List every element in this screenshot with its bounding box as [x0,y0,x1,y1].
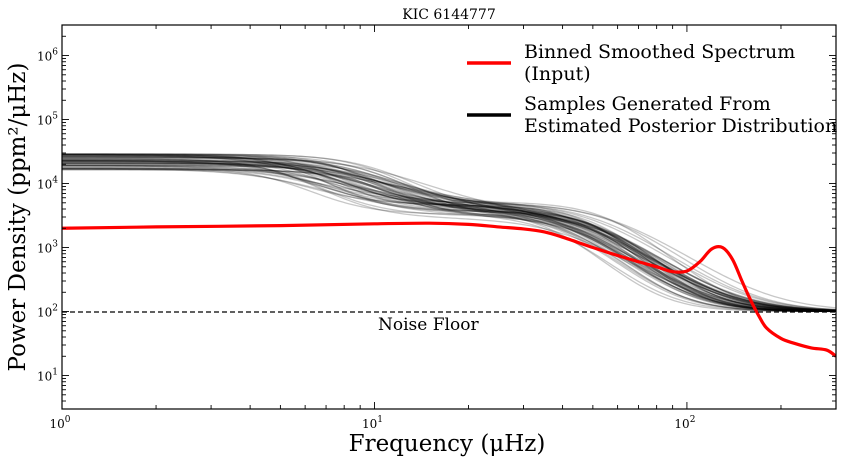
x-axis-label: Frequency (μHz) [349,431,546,457]
posterior-sample-curve [62,154,836,312]
posterior-sample-curve [62,162,836,312]
posterior-sample-curve [62,163,836,312]
posterior-sample-curve [62,164,836,313]
posterior-sample-curve [62,160,836,311]
posterior-sample-curve [62,153,836,312]
axis-tick-labels: 100 101 102 101 102 103 104 105 106 [37,48,695,431]
posterior-sample-curve [62,155,836,313]
posterior-sample-curve [62,159,836,312]
posterior-sample-curve [62,164,836,312]
posterior-sample-curve [62,161,836,312]
posterior-sample-curve [62,154,836,311]
posterior-sample-curve [62,154,836,312]
posterior-sample-curve [62,156,836,312]
posterior-sample-curve [62,153,836,312]
posterior-sample-curve [62,154,836,313]
posterior-sample-curve [62,159,836,312]
posterior-sample-curve [62,166,836,312]
posterior-sample-curve [62,156,836,311]
x-tick-label: 101 [362,415,383,431]
y-axis-label: Power Density (ppm²/μHz) [5,63,31,372]
y-tick-label: 102 [37,304,58,320]
posterior-sample-curve [62,159,836,311]
axis-ticks [61,24,837,410]
posterior-sample-curve [62,162,836,312]
y-tick-label: 105 [37,112,58,128]
x-tick-label: 100 [49,415,70,431]
posterior-sample-curve [62,163,836,313]
posterior-sample-curve [62,153,836,311]
posterior-sample-curve [62,160,836,311]
posterior-sample-curve [62,163,836,312]
posterior-sample-curve [62,153,836,312]
posterior-sample-curve [62,168,836,312]
input-spectrum-line [62,221,836,358]
posterior-sample-curve [62,169,836,312]
posterior-sample-curve [62,158,836,312]
posterior-sample-curve [62,158,836,312]
legend-label-samples-line1: Samples Generated From [524,93,771,115]
legend-label-input-line1: Binned Smoothed Spectrum [524,41,795,63]
posterior-sample-curve [62,160,836,312]
posterior-sample-curve [62,161,836,313]
posterior-sample-curve [62,160,836,312]
legend: Binned Smoothed Spectrum (Input) Samples… [467,41,837,137]
legend-label-input-line2: (Input) [524,63,591,85]
posterior-sample-curve [62,154,836,312]
posterior-sample-curve [62,153,836,313]
posterior-sample-curve [62,168,836,312]
posterior-sample-curve [62,154,836,312]
y-tick-label: 106 [37,48,58,64]
posterior-sample-curve [62,157,836,312]
posterior-sample-curve [62,156,836,312]
series-group [62,221,836,358]
x-tick-label: 102 [674,415,695,431]
legend-label-samples-line2: Estimated Posterior Distribution [524,115,837,137]
posterior-sample-curve [62,162,836,313]
posterior-sample-curve [62,165,836,312]
posterior-sample-curve [62,162,836,312]
posterior-sample-curve [62,157,836,313]
posterior-sample-curve [62,167,836,312]
posterior-sample-curve [62,156,836,311]
chart-title: KIC 6144777 [402,7,496,23]
y-tick-label: 101 [37,368,58,384]
posterior-sample-curve [62,169,836,311]
posterior-sample-curve [62,160,836,312]
y-tick-label: 103 [37,240,58,256]
posterior-sample-curve [62,160,836,312]
posterior-sample-curve [62,167,836,313]
posterior-sample-curve [62,165,836,312]
posterior-sample-curve [62,155,836,312]
posterior-sample-curve [62,157,836,313]
posterior-sample-curve [62,153,836,309]
posterior-sample-curve [62,167,836,312]
posterior-sample-curve [62,165,836,312]
posterior-sample-curve [62,168,836,311]
posterior-sample-curve [62,165,836,312]
posterior-sample-curve [62,153,836,311]
posterior-samples-group [62,153,836,313]
y-tick-label: 104 [37,176,58,192]
posterior-sample-curve [62,158,836,312]
posterior-sample-curve [62,159,836,312]
plot-frame [61,24,837,410]
posterior-sample-curve [62,167,836,312]
noise-floor-label: Noise Floor [378,315,479,335]
